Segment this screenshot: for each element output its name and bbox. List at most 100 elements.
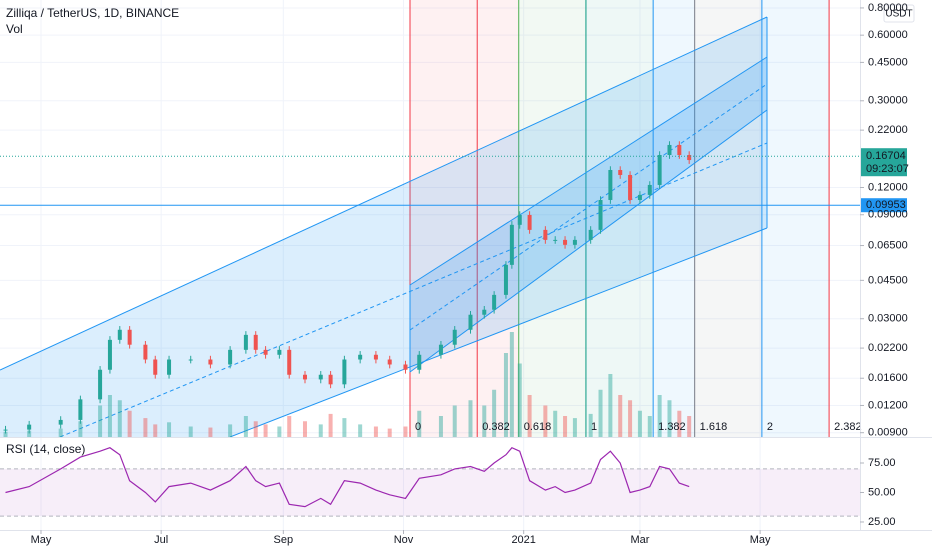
candle-body	[342, 359, 347, 385]
rsi-line	[5, 446, 690, 508]
volume-bar	[277, 426, 282, 437]
candle-body	[588, 229, 593, 240]
candle-body	[598, 199, 603, 230]
candle-body	[608, 169, 613, 200]
channels	[0, 16, 768, 437]
candle-body	[318, 374, 323, 380]
x-tick-label: Nov	[394, 534, 414, 546]
volume-bar	[563, 416, 568, 437]
candle-body	[553, 239, 558, 241]
candle-body	[143, 344, 148, 360]
candle-body	[243, 334, 248, 350]
candle-body	[167, 359, 172, 375]
candle-body	[27, 424, 32, 430]
volume-bar	[358, 424, 363, 437]
y-tick-label: 0.03000	[868, 313, 908, 325]
x-tick-label: 2021	[511, 534, 535, 546]
candle-body	[228, 349, 233, 365]
candle-body	[543, 229, 548, 240]
volume-bar	[608, 374, 613, 437]
y-tick-label: 0.04500	[868, 274, 908, 286]
volume-bar	[107, 395, 112, 437]
currency-label[interactable]: USDT	[885, 9, 912, 20]
volume-bar	[618, 395, 623, 437]
candle-body	[482, 309, 487, 315]
hline-label: 0.09953	[866, 199, 906, 211]
volume-bar	[117, 400, 122, 437]
candle-body	[328, 374, 333, 385]
candle-body	[438, 344, 443, 355]
candle-body	[572, 239, 577, 245]
volume-bar	[543, 405, 548, 437]
fib-label: 1.618	[700, 421, 728, 433]
candle-body	[492, 294, 497, 310]
y-tick-label: 0.12000	[868, 181, 908, 193]
candle-body	[517, 214, 522, 225]
candle-body	[468, 314, 473, 330]
candle-body	[403, 364, 408, 370]
volume-bar	[328, 413, 333, 437]
candle-body	[637, 194, 642, 200]
candle-body	[667, 144, 672, 155]
last-price-label: 0.16704	[866, 150, 906, 162]
volume-bar	[647, 416, 652, 437]
y-tick-label: 0.45000	[868, 56, 908, 68]
y-tick-label: 0.60000	[868, 29, 908, 41]
volume-bar	[58, 428, 63, 437]
candle-body	[208, 359, 213, 365]
candle-body	[277, 349, 282, 355]
volume-bar	[387, 428, 392, 437]
fib-label: 0.382	[482, 421, 510, 433]
volume-bar	[188, 426, 193, 437]
x-tick-label: May	[31, 534, 52, 546]
volume-bar	[482, 405, 487, 437]
candle-body	[647, 184, 652, 195]
inner-channel	[410, 57, 767, 372]
fib-label: 1.382	[658, 421, 686, 433]
y-tick-label: 0.01600	[868, 372, 908, 384]
volume-bar	[572, 418, 577, 437]
channel-line	[409, 56, 768, 286]
last-price-box	[861, 148, 907, 177]
y-tick-label: 0.02200	[868, 342, 908, 354]
volume-bar	[553, 410, 558, 437]
candle-layer	[3, 141, 692, 434]
channel-line	[229, 227, 768, 437]
volume-bar	[253, 421, 258, 437]
candle-body	[527, 214, 532, 230]
channel-mid	[409, 83, 768, 331]
volume-bar	[243, 416, 248, 437]
fib-zone	[694, 0, 762, 437]
fib-zone	[653, 0, 695, 437]
volume-bar	[143, 418, 148, 437]
chart-title: Zilliqa / TetherUS, 1D, BINANCE	[6, 6, 179, 20]
candle-body	[3, 429, 8, 431]
candle-body	[677, 144, 682, 155]
rsi-tick-label: 25.00	[868, 516, 896, 528]
volume-bar	[468, 400, 473, 437]
candle-body	[153, 359, 158, 375]
volume-bar	[342, 418, 347, 437]
volume-layer	[3, 332, 692, 437]
candle-body	[657, 154, 662, 185]
candle-body	[107, 339, 112, 370]
volume-bar	[657, 395, 662, 437]
fib-label: 1	[591, 421, 597, 433]
volume-bar	[509, 332, 514, 437]
candle-body	[117, 329, 122, 340]
channel-line	[0, 16, 768, 371]
currency-button[interactable]	[883, 4, 915, 23]
candle-body	[509, 224, 514, 265]
candle-body	[358, 354, 363, 360]
candle-body	[253, 334, 258, 350]
volume-bar	[588, 413, 593, 437]
candle-body	[452, 329, 457, 345]
candle-body	[628, 174, 633, 200]
x-tick-label: Jul	[154, 534, 168, 546]
volume-bar	[287, 416, 292, 437]
x-tick-label: Sep	[274, 534, 294, 546]
candle-body	[287, 349, 292, 375]
y-tick-label: 0.22000	[868, 124, 908, 136]
candle-body	[98, 369, 103, 400]
candle-body	[127, 329, 132, 345]
